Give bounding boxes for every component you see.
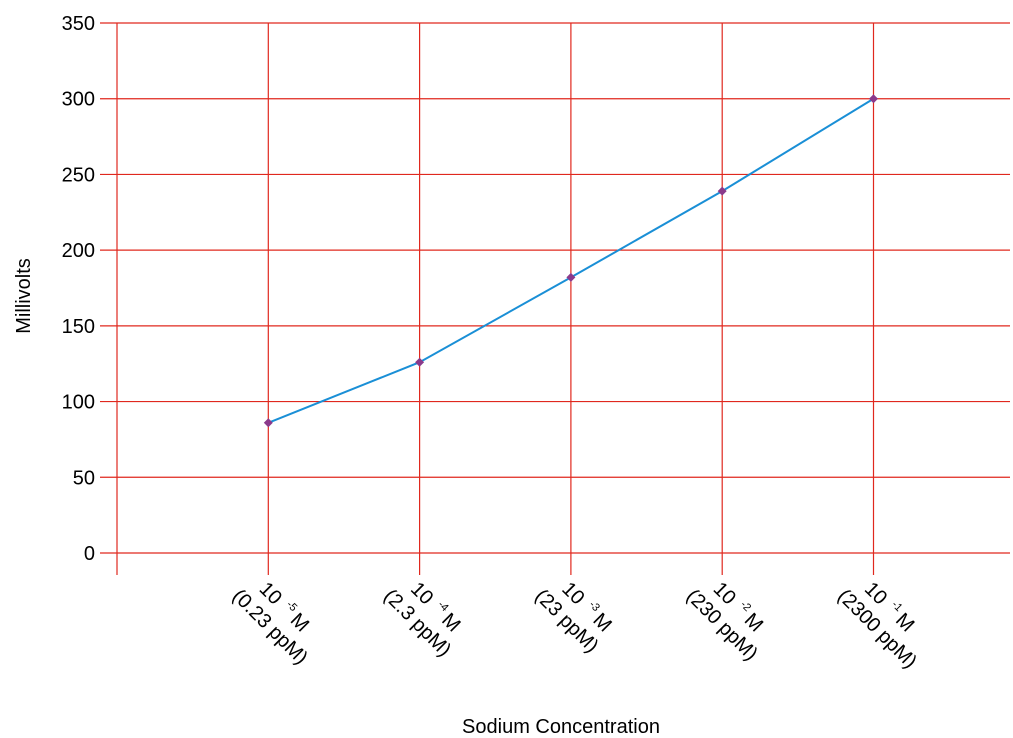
category-exponent: -2 (738, 599, 753, 614)
data-point (717, 186, 727, 196)
data-point (263, 418, 273, 428)
chart-grid (100, 22, 1010, 575)
x-category-labels: 10-5M(0.23 ppM) 10-4M(2.3 ppM) 10-3M(23 pp… (228, 578, 921, 673)
x-category-label: 10-3M(23 ppM) (530, 578, 615, 657)
x-axis-title: Sodium Concentration (462, 716, 660, 738)
x-category-label: 10-2M(230 ppM) (682, 578, 767, 665)
x-category-label: 10-5M(0.23 ppM) (228, 578, 313, 669)
y-tick-label: 0 (84, 543, 95, 565)
y-tick-label: 200 (62, 240, 95, 262)
y-tick-label: 150 (62, 316, 95, 338)
x-category-label: 10-4M(2.3 ppM) (379, 578, 464, 661)
y-tick-label: 50 (73, 467, 95, 489)
y-tick-label: 100 (62, 392, 95, 414)
data-point (869, 94, 878, 104)
y-tick-label: 350 (62, 13, 95, 35)
data-point (415, 357, 425, 367)
y-axis-title: Millivolts (13, 258, 35, 334)
series-group (263, 94, 878, 428)
y-tick-labels: 0 50 100 150 200 250 300 350 (62, 13, 95, 565)
y-tick-label: 300 (62, 89, 95, 111)
data-point (566, 272, 576, 282)
y-tick-label: 250 (62, 164, 95, 186)
x-category-label: 10-1M(2300 ppM) (833, 578, 921, 673)
category-exponent: -4 (435, 599, 450, 614)
category-exponent: -3 (587, 599, 602, 614)
category-exponent: -5 (284, 599, 299, 614)
category-exponent: -1 (889, 599, 904, 614)
